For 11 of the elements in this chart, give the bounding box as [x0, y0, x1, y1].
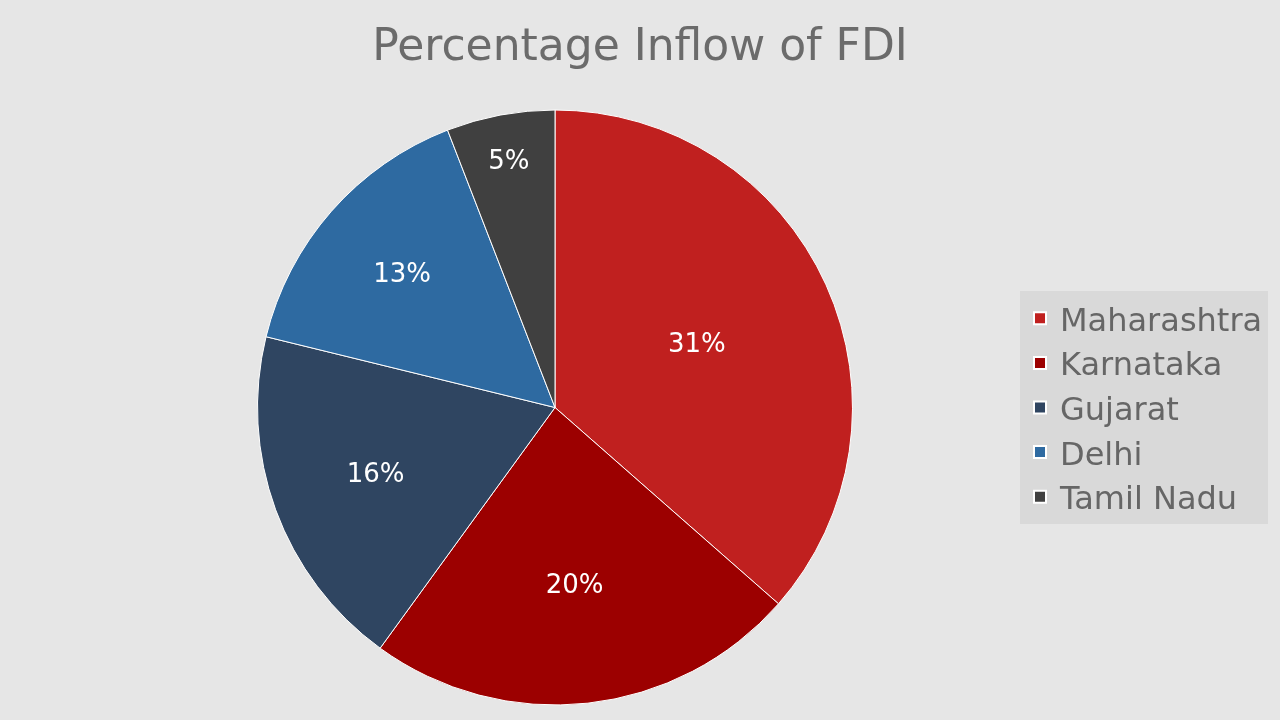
data-label: 16%: [346, 458, 405, 489]
data-label: 13%: [373, 258, 432, 289]
legend-label: Tamil Nadu: [1059, 479, 1238, 518]
data-label: 20%: [545, 569, 604, 600]
legend-label: Maharashtra: [1060, 300, 1263, 339]
chart-title: Percentage Inflow of FDI: [372, 18, 908, 70]
data-label: 31%: [667, 328, 726, 359]
data-label: 5%: [488, 145, 530, 176]
legend-label: Karnataka: [1060, 345, 1223, 384]
legend-label: Delhi: [1060, 434, 1143, 473]
legend-label: Gujarat: [1060, 389, 1179, 428]
